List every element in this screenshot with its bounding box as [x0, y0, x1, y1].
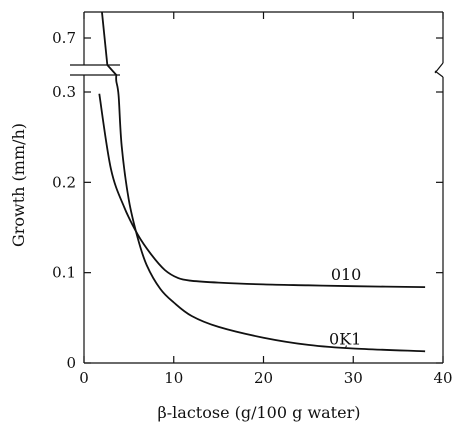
x-tick-label: 20 [254, 369, 273, 387]
right-break-mark-lower [434, 70, 444, 78]
series-label-0-1bar-1: 0Ķ1 [329, 329, 361, 348]
x-tick-label: 30 [344, 369, 363, 387]
series-label-010: 010 [331, 265, 362, 284]
y-tick-label: 0 [66, 354, 76, 372]
y-tick-label-upper: 0.7 [52, 29, 76, 47]
series-curve-0-1bar-1-lower [115, 74, 426, 353]
series-curve-0-1bar-1-break [106, 64, 117, 76]
x-tick-label: 40 [433, 369, 452, 387]
y-tick-label: 0.1 [52, 264, 76, 282]
series-curves [98, 11, 426, 353]
x-tick-label: 0 [79, 369, 89, 387]
x-axis-label: β-lactose (g/100 g water) [158, 403, 361, 422]
y-axis-label: Growth (mm/h) [9, 123, 28, 247]
series-curve-0-1bar-1-upper [101, 11, 109, 66]
y-tick-label: 0.2 [52, 173, 76, 191]
x-tick-label: 10 [164, 369, 183, 387]
y-tick-label: 0.3 [52, 83, 76, 101]
series-curve-010 [98, 93, 426, 288]
